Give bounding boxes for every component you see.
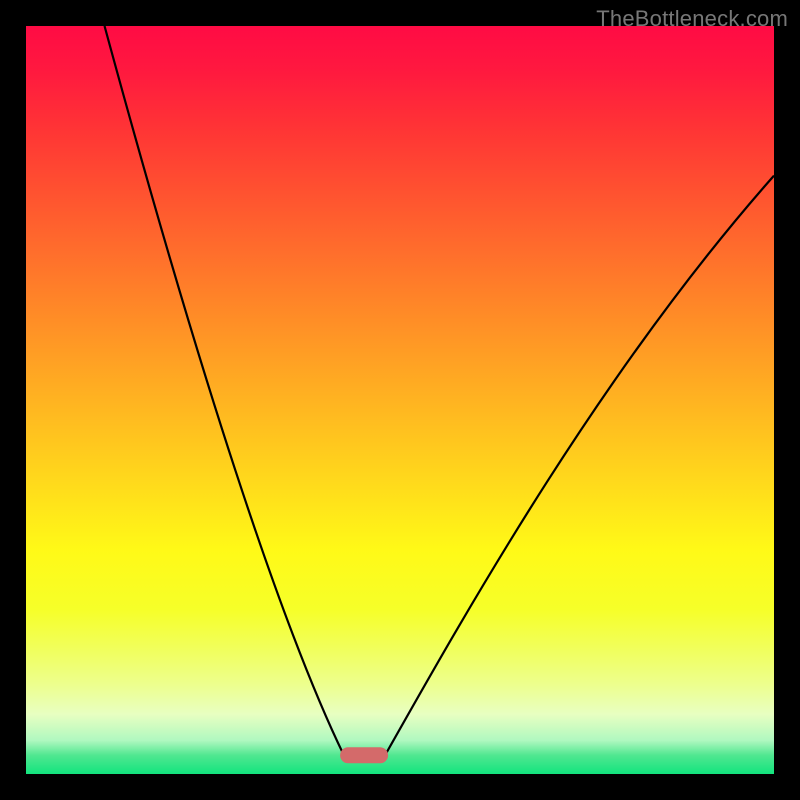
chart-container: TheBottleneck.com: [0, 0, 800, 800]
watermark-text: TheBottleneck.com: [596, 6, 788, 32]
plot-area: [26, 26, 774, 774]
optimum-marker: [340, 747, 388, 763]
bottleneck-chart: [0, 0, 800, 800]
